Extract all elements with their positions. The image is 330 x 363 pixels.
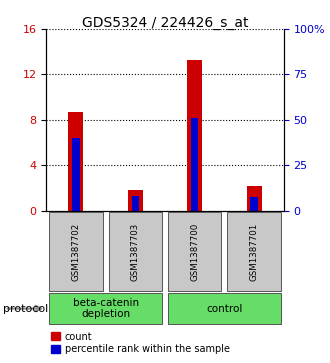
FancyBboxPatch shape [49,212,103,290]
Bar [250,197,258,211]
FancyBboxPatch shape [168,293,281,324]
FancyBboxPatch shape [168,212,221,290]
Text: protocol: protocol [3,303,49,314]
FancyBboxPatch shape [227,212,281,290]
FancyBboxPatch shape [49,293,162,324]
Text: control: control [206,303,243,314]
Text: GSM1387701: GSM1387701 [249,222,259,281]
Text: beta-catenin
depletion: beta-catenin depletion [73,298,139,319]
Bar [191,118,198,211]
Bar [247,185,262,211]
Bar [69,112,83,211]
Text: GSM1387703: GSM1387703 [131,222,140,281]
Legend: count, percentile rank within the sample: count, percentile rank within the sample [51,331,230,354]
Text: GSM1387700: GSM1387700 [190,222,199,281]
Text: GSM1387702: GSM1387702 [71,222,81,281]
Bar [187,60,202,211]
Bar [132,196,139,211]
Bar [72,138,80,211]
Bar [128,190,143,211]
FancyBboxPatch shape [109,212,162,290]
Text: GDS5324 / 224426_s_at: GDS5324 / 224426_s_at [82,16,248,30]
